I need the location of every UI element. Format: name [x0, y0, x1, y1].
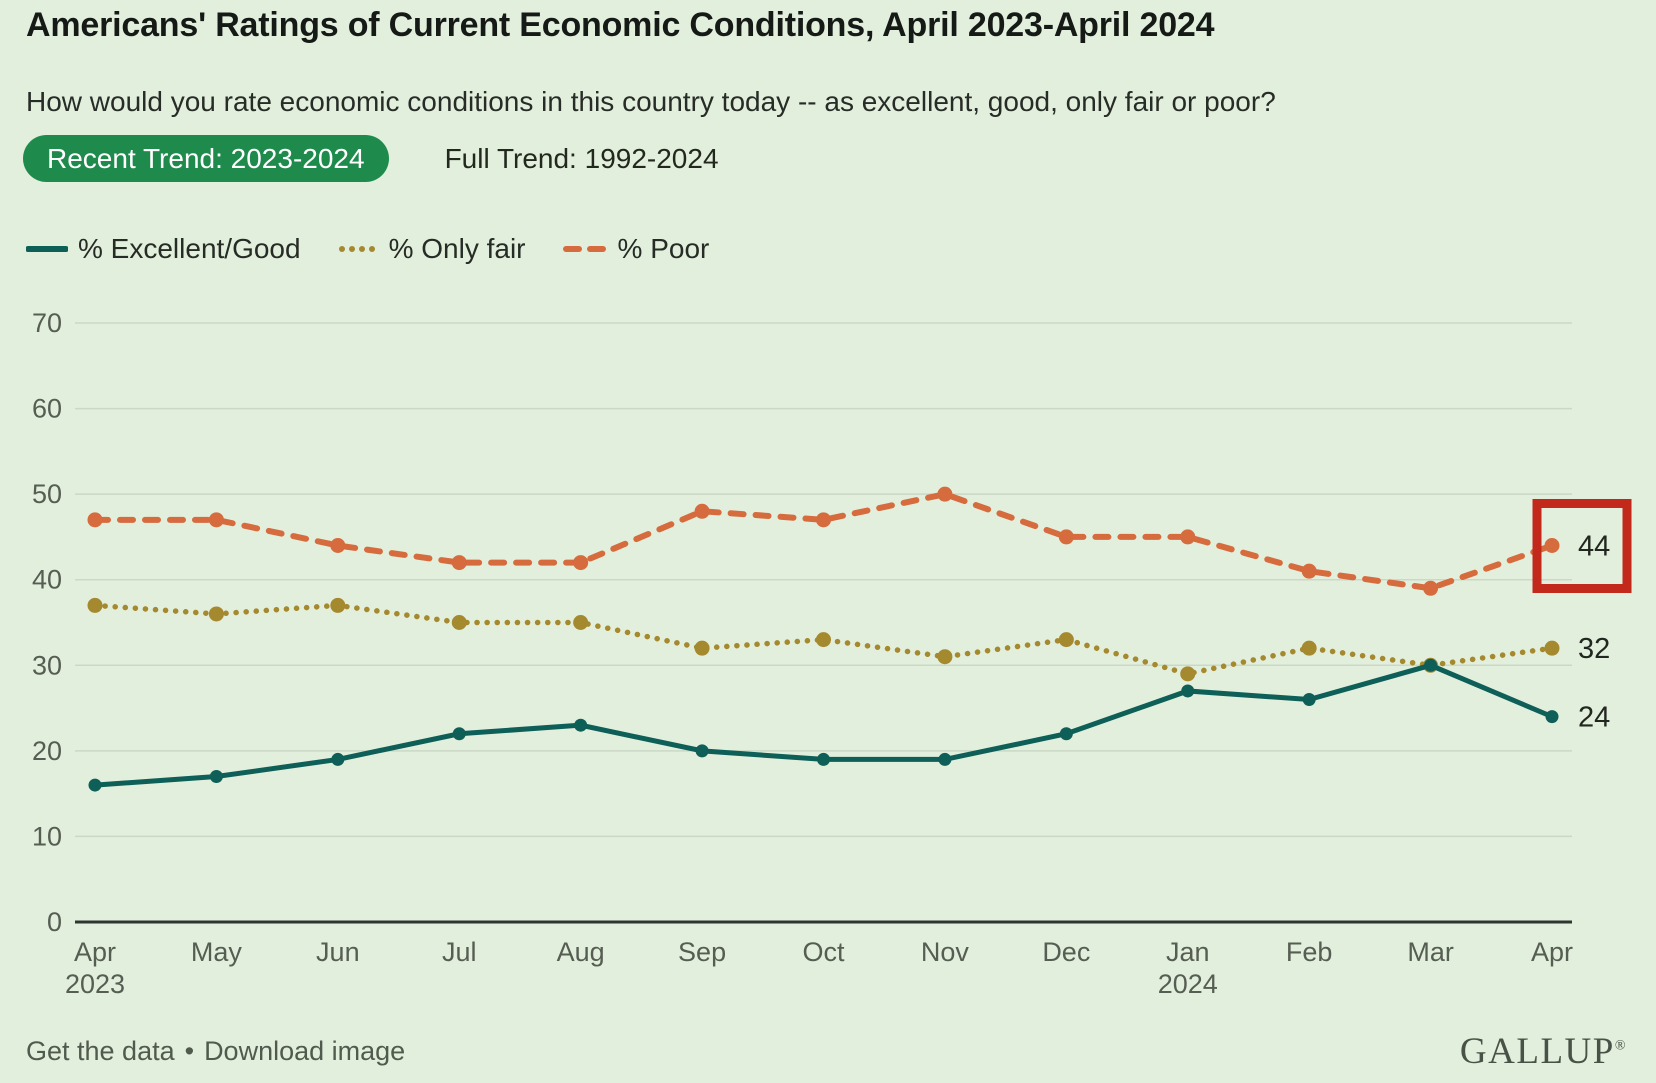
- point-poor-2[interactable]: [330, 537, 346, 553]
- point-excellent-good-8[interactable]: [1059, 727, 1073, 741]
- gallup-logo: GALLUP®: [1459, 1031, 1627, 1072]
- y-tick-10: 10: [32, 821, 62, 851]
- point-excellent-good-4[interactable]: [574, 718, 588, 732]
- y-tick-30: 30: [32, 650, 62, 680]
- point-only-fair-2[interactable]: [330, 597, 346, 613]
- point-only-fair-4[interactable]: [573, 615, 589, 631]
- line-chart: 0 10 20 30 40 50 60 70 Apr 2023 May Jun Jul Aug Sep Oct…: [0, 280, 1656, 1010]
- end-label-poor: 44: [1578, 530, 1610, 562]
- point-excellent-good-11[interactable]: [1424, 658, 1438, 672]
- get-the-data-link[interactable]: Get the data: [26, 1036, 175, 1066]
- point-excellent-good-1[interactable]: [209, 770, 223, 784]
- legend-label: % Only fair: [388, 233, 526, 264]
- x-tick-may-1: May: [191, 937, 243, 967]
- legend-item-poor: % Poor: [562, 233, 710, 265]
- point-only-fair-6[interactable]: [816, 632, 832, 648]
- point-excellent-good-7[interactable]: [938, 752, 952, 766]
- chart-legend: % Excellent/Good % Only fair % Poor: [26, 233, 709, 265]
- footer-separator: •: [184, 1036, 195, 1066]
- point-poor-11[interactable]: [1423, 580, 1439, 596]
- point-poor-8[interactable]: [1058, 529, 1074, 545]
- point-poor-4[interactable]: [573, 555, 589, 571]
- dotted-line-swatch-icon: [338, 246, 375, 252]
- point-only-fair-0[interactable]: [87, 597, 103, 613]
- point-excellent-good-0[interactable]: [88, 778, 102, 792]
- y-tick-0: 0: [47, 907, 62, 937]
- highlight-box: [1532, 498, 1632, 593]
- point-excellent-good-9[interactable]: [1181, 684, 1195, 698]
- end-label-excellent-good: 24: [1578, 702, 1610, 734]
- point-excellent-good-5[interactable]: [695, 744, 709, 758]
- x-tick-jun-2: Jun: [316, 937, 360, 967]
- end-label-only-fair: 32: [1578, 633, 1610, 665]
- line-excellent-good: [94, 662, 1553, 788]
- point-only-fair-7[interactable]: [937, 649, 953, 665]
- dashed-line-swatch-icon: [562, 246, 606, 252]
- point-excellent-good-2[interactable]: [331, 752, 345, 766]
- tab-recent-trend[interactable]: Recent Trend: 2023-2024: [23, 135, 389, 182]
- solid-line-swatch-icon: [26, 246, 68, 252]
- x-tick-oct-6: Oct: [802, 937, 845, 967]
- point-poor-9[interactable]: [1180, 529, 1196, 545]
- point-poor-3[interactable]: [451, 555, 467, 571]
- point-only-fair-9[interactable]: [1180, 666, 1196, 682]
- point-only-fair-5[interactable]: [694, 640, 710, 656]
- registered-trademark-icon: ®: [1614, 1038, 1627, 1054]
- x-tick-feb-10: Feb: [1286, 937, 1333, 967]
- point-poor-0[interactable]: [87, 512, 103, 528]
- y-tick-70: 70: [32, 308, 62, 338]
- x-tick-sep-5: Sep: [678, 937, 726, 967]
- legend-label: % Excellent/Good: [78, 233, 301, 264]
- point-only-fair-3[interactable]: [451, 615, 467, 631]
- trend-tabs: Recent Trend: 2023-2024 Full Trend: 1992…: [23, 135, 719, 182]
- x-tick-apr-0: Apr: [74, 937, 116, 967]
- point-excellent-good-3[interactable]: [452, 727, 466, 741]
- legend-item-only-fair: % Only fair: [337, 233, 526, 265]
- point-excellent-good-6[interactable]: [817, 752, 831, 766]
- point-only-fair-10[interactable]: [1301, 640, 1317, 656]
- point-excellent-good-10[interactable]: [1302, 693, 1316, 707]
- point-only-fair-8[interactable]: [1058, 632, 1074, 648]
- legend-label: % Poor: [617, 233, 710, 264]
- y-tick-60: 60: [32, 394, 62, 424]
- x-tick-apr-12: Apr: [1531, 937, 1573, 967]
- point-excellent-good-12[interactable]: [1545, 710, 1559, 724]
- y-tick-50: 50: [32, 479, 62, 509]
- y-tick-20: 20: [32, 736, 62, 766]
- point-poor-1[interactable]: [208, 512, 224, 528]
- x-tick-jul-3: Jul: [442, 937, 477, 967]
- point-only-fair-1[interactable]: [208, 606, 224, 622]
- point-poor-10[interactable]: [1301, 563, 1317, 579]
- footer-links: Get the data • Download image: [26, 1036, 405, 1067]
- y-tick-40: 40: [32, 565, 62, 595]
- point-poor-12[interactable]: [1544, 537, 1560, 553]
- line-poor: [92, 491, 1555, 592]
- x-tick-dec-8: Dec: [1042, 937, 1090, 967]
- tab-full-trend[interactable]: Full Trend: 1992-2024: [444, 142, 719, 174]
- x-tick-jan-9: Jan: [1166, 937, 1210, 967]
- point-poor-7[interactable]: [937, 486, 953, 502]
- survey-question: How would you rate economic conditions i…: [26, 86, 1276, 117]
- x-tick-year-2023: 2023: [65, 969, 125, 999]
- x-tick-mar-11: Mar: [1407, 937, 1454, 967]
- x-tick-aug-4: Aug: [557, 937, 605, 967]
- page-title: Americans' Ratings of Current Economic C…: [26, 6, 1215, 44]
- point-only-fair-12[interactable]: [1544, 640, 1560, 656]
- point-poor-6[interactable]: [816, 512, 832, 528]
- x-tick-year-2024: 2024: [1158, 969, 1218, 999]
- legend-item-excellent-good: % Excellent/Good: [26, 233, 301, 265]
- x-tick-nov-7: Nov: [921, 937, 970, 967]
- download-image-link[interactable]: Download image: [204, 1036, 406, 1066]
- point-poor-5[interactable]: [694, 503, 710, 519]
